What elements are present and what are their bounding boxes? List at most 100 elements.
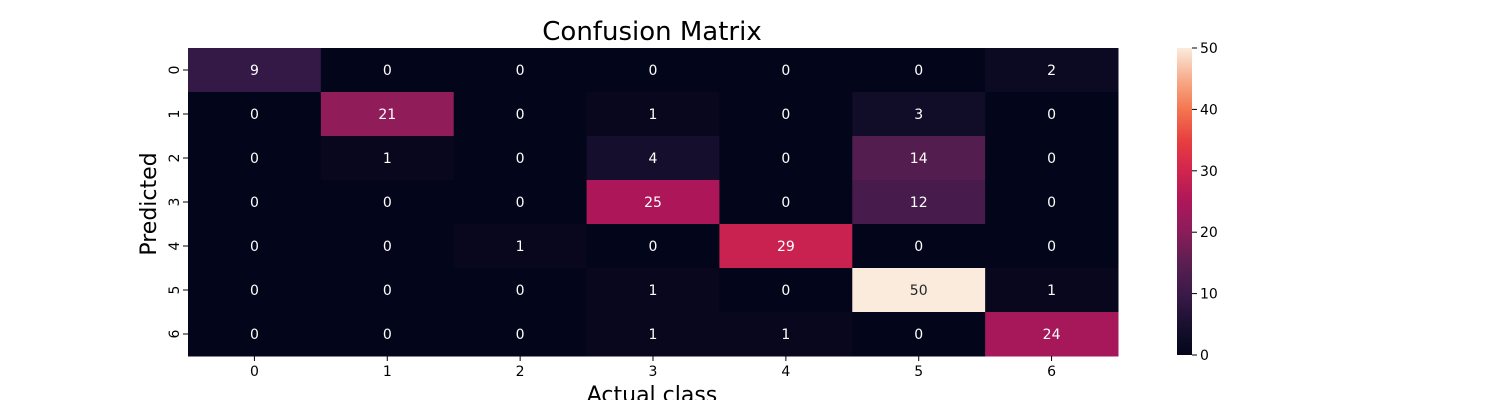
heatmap-cell [453, 92, 588, 137]
x-tick-label: 5 [914, 364, 923, 380]
y-tick-label: 2 [167, 154, 183, 163]
cell-value-label: 0 [516, 327, 525, 343]
y-tick-label: 5 [167, 286, 183, 295]
cell-value-label: 0 [516, 107, 525, 123]
heatmap-cell [586, 92, 720, 137]
cell-value-label: 0 [1047, 151, 1056, 167]
heatmap-cell [852, 92, 986, 137]
cell-value-label: 14 [910, 151, 928, 167]
y-axis-label: Predicted [137, 152, 162, 255]
cell-value-label: 0 [383, 195, 392, 211]
heatmap-cell [188, 312, 322, 357]
heatmap-cell [985, 92, 1119, 137]
cell-value-label: 0 [1047, 107, 1056, 123]
heatmap-cell [719, 224, 853, 269]
colorbar-tick-label: 30 [1200, 164, 1218, 180]
heatmap-cell [453, 180, 588, 225]
heatmap-cell [188, 268, 322, 313]
y-tick-label: 4 [167, 241, 183, 250]
cell-value-label: 3 [914, 107, 923, 123]
heatmap-cell [719, 48, 853, 93]
cell-value-label: 0 [781, 151, 790, 167]
cell-value-label: 0 [250, 283, 259, 299]
heatmap-cell [586, 268, 720, 313]
heatmap-cell [320, 48, 455, 93]
heatmap-cell [719, 136, 853, 181]
cell-value-label: 0 [781, 283, 790, 299]
cell-value-label: 0 [383, 283, 392, 299]
cell-value-label: 0 [250, 195, 259, 211]
cell-value-label: 1 [649, 283, 658, 299]
cell-value-label: 1 [781, 327, 790, 343]
cell-value-label: 0 [781, 107, 790, 123]
cell-value-label: 9 [250, 63, 259, 79]
heatmap-cell [719, 180, 853, 225]
cell-value-label: 0 [914, 63, 923, 79]
x-tick-label: 2 [516, 364, 525, 380]
heatmap-cell [586, 312, 720, 357]
heatmap-cell [320, 312, 455, 357]
cell-value-label: 2 [1047, 63, 1056, 79]
heatmap-cell [719, 92, 853, 137]
cell-value-label: 0 [516, 63, 525, 79]
colorbar [1177, 48, 1192, 355]
cell-value-label: 1 [649, 327, 658, 343]
heatmap-cell [852, 180, 986, 225]
cell-value-label: 1 [649, 107, 658, 123]
cell-value-label: 1 [383, 151, 392, 167]
cell-value-label: 0 [516, 195, 525, 211]
cell-value-label: 0 [250, 151, 259, 167]
heatmap-cell [586, 224, 720, 269]
y-tick-label: 6 [167, 329, 183, 338]
cell-value-label: 50 [910, 283, 928, 299]
cell-value-label: 0 [250, 327, 259, 343]
heatmap-cell [188, 180, 322, 225]
cell-value-label: 0 [383, 239, 392, 255]
cell-value-label: 21 [378, 107, 396, 123]
y-tick-label: 3 [167, 198, 183, 207]
cell-value-label: 1 [1047, 283, 1056, 299]
cell-value-label: 25 [644, 195, 662, 211]
heatmap-cell [719, 312, 853, 357]
heatmap-cell [320, 92, 455, 137]
x-tick-label: 1 [383, 364, 392, 380]
heatmap-cell [985, 136, 1119, 181]
heatmap-cell [852, 48, 986, 93]
cell-value-label: 0 [1047, 239, 1056, 255]
cell-value-label: 0 [250, 107, 259, 123]
heatmap-cell [852, 224, 986, 269]
cell-value-label: 0 [649, 239, 658, 255]
heatmap-cell [985, 48, 1119, 93]
heatmap-cells: 9 0 0 0 0 0 2 0 21 0 1 0 3 0 0 1 0 4 0 14 0 0 0 0 25 0 12 0 0 0 1 0 29 0 0… [188, 48, 1119, 357]
heatmap-cell [188, 92, 322, 137]
x-axis: 0 1 2 3 4 5 6 [250, 356, 1056, 380]
y-tick-label: 0 [167, 66, 183, 75]
colorbar-tick-label: 20 [1200, 225, 1218, 241]
heatmap-cell [985, 224, 1119, 269]
heatmap-cell [852, 136, 986, 181]
cell-value-label: 1 [516, 239, 525, 255]
heatmap-cell [188, 48, 322, 93]
cell-value-label: 0 [914, 327, 923, 343]
chart-title: Confusion Matrix [542, 17, 761, 47]
cell-value-label: 0 [914, 239, 923, 255]
heatmap-cell [453, 136, 588, 181]
y-axis: 0 1 2 3 4 5 6 [167, 66, 188, 338]
heatmap-cell [320, 268, 455, 313]
heatmap-cell [586, 48, 720, 93]
x-tick-label: 4 [781, 364, 790, 380]
heatmap-cell [852, 312, 986, 357]
colorbar-tick-label: 40 [1200, 102, 1218, 118]
heatmap-cell [985, 268, 1119, 313]
cell-value-label: 29 [777, 239, 795, 255]
cell-value-label: 24 [1043, 327, 1061, 343]
heatmap-cell [453, 48, 588, 93]
cell-value-label: 12 [910, 195, 928, 211]
colorbar-tick-label: 0 [1200, 348, 1209, 364]
heatmap-cell [188, 136, 322, 181]
colorbar-tick-label: 10 [1200, 287, 1218, 303]
cell-value-label: 0 [383, 63, 392, 79]
x-tick-label: 6 [1047, 364, 1056, 380]
